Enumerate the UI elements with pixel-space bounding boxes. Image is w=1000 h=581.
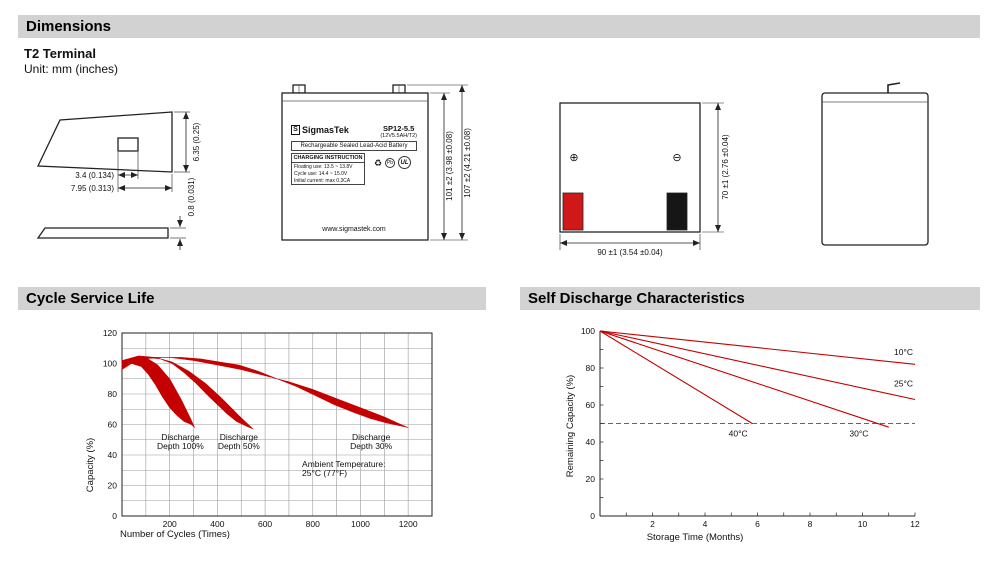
svg-text:6: 6: [755, 519, 760, 529]
terminal-hole: [117, 137, 139, 152]
unit-note: Unit: mm (inches): [24, 62, 119, 76]
svg-text:0: 0: [590, 511, 595, 521]
svg-text:80: 80: [586, 363, 596, 373]
svg-text:30°C: 30°C: [849, 428, 868, 438]
svg-text:40: 40: [108, 450, 118, 460]
svg-text:25°C: 25°C: [894, 379, 913, 389]
svg-text:1000: 1000: [351, 519, 370, 529]
negative-terminal-icon: ⊖: [672, 152, 681, 164]
svg-text:10: 10: [858, 519, 868, 529]
body-height-dim: 101 ±2 (3.98 ±0.08): [445, 131, 454, 201]
battery-type-line: Rechargeable Sealed Lead-Acid Battery: [291, 141, 417, 151]
section-header-self-discharge: Self Discharge Characteristics: [520, 287, 980, 310]
terminal-hole-width-dim: 3.4 (0.134): [75, 171, 114, 180]
svg-text:100: 100: [103, 359, 117, 369]
svg-text:20: 20: [586, 474, 596, 484]
svg-text:600: 600: [258, 519, 272, 529]
svg-text:Capacity (%): Capacity (%): [85, 438, 96, 492]
svg-text:0: 0: [112, 511, 117, 521]
battery-rear-view: ⊕ ⊖ 90 ±1 (3.54 ±0.04) 70 ±1 (2.76 ±0.04…: [559, 102, 730, 257]
brand-name: SigmasTek: [302, 125, 349, 135]
positive-terminal-red: [562, 192, 584, 231]
brand-logo: S SigmasTek: [291, 125, 349, 135]
battery-label: S SigmasTek SP12-5.5 (12V5.5AH/T2) Recha…: [288, 124, 420, 236]
svg-text:60: 60: [108, 420, 118, 430]
svg-text:40: 40: [586, 437, 596, 447]
svg-text:Remaining Capacity (%): Remaining Capacity (%): [565, 375, 576, 477]
section-title-dimensions: Dimensions: [26, 18, 112, 35]
svg-text:1200: 1200: [399, 519, 418, 529]
positive-terminal-icon: ⊕: [569, 152, 578, 164]
terminal-blade: [36, 227, 169, 239]
terminal-detail-drawing: 6.35 (0.25) 3.4 (0.134) 7.95 (0.313) 0.8…: [36, 111, 201, 250]
svg-text:12: 12: [910, 519, 920, 529]
svg-text:4: 4: [703, 519, 708, 529]
charging-line-3: Initial current: max 0.3CA: [294, 178, 351, 184]
logo-s-icon: S: [291, 125, 300, 135]
self-discharge-chart: 10°C 25°C 30°C 40°C 2 4 6 8 10 12 0 20 40 60 80 100 Stor…: [565, 326, 920, 543]
svg-text:800: 800: [306, 519, 320, 529]
terminal-width-dim: 7.95 (0.313): [71, 184, 114, 193]
pb-icon: Pb: [385, 157, 396, 168]
negative-terminal-black: [666, 192, 688, 231]
total-height-dim: 107 ±2 (4.21 ±0.08): [463, 128, 472, 198]
charging-instruction-box: CHARGING INSTRUCTION Floating use: 13.5 …: [291, 153, 365, 185]
charging-line-1: Floating use: 13.5 ~ 13.8V: [294, 164, 353, 170]
width-dim: 90 ±1 (3.54 ±0.04): [597, 248, 663, 257]
charging-title: CHARGING INSTRUCTION: [292, 155, 364, 163]
svg-text:Storage Time (Months): Storage Time (Months): [647, 532, 744, 543]
rear-height-dim: 70 ±1 (2.76 ±0.04): [721, 134, 730, 200]
terminal-type-heading: T2 Terminal: [24, 46, 97, 61]
side-terminal-pin: [887, 82, 901, 93]
charging-line-2: Cycle use: 14.4 ~ 15.0V: [294, 171, 348, 177]
svg-text:2: 2: [650, 519, 655, 529]
dimension-drawings: 6.35 (0.25) 3.4 (0.134) 7.95 (0.313) 0.8…: [36, 82, 929, 257]
recycle-icon: ♻: [373, 157, 383, 168]
website-text: www.sigmastek.com: [322, 226, 386, 233]
ul-mark-icon: UL: [398, 156, 412, 169]
svg-text:400: 400: [210, 519, 224, 529]
svg-text:40°C: 40°C: [729, 428, 748, 438]
svg-text:10°C: 10°C: [894, 347, 913, 357]
svg-text:200: 200: [163, 519, 177, 529]
side-body-outline: [821, 92, 929, 246]
model-number: SP12-5.5: [383, 124, 415, 133]
cycle-service-life-chart: 200 400 600 800 1000 1200 0 20 40 60 80 100 120 Disch…: [85, 328, 433, 540]
svg-text:100: 100: [581, 326, 595, 336]
svg-text:80: 80: [108, 389, 118, 399]
battery-rating: (12V5.5AH/T2): [380, 133, 417, 139]
section-title-cycle: Cycle Service Life: [26, 290, 155, 307]
svg-text:120: 120: [103, 328, 117, 338]
svg-text:Number of Cycles (Times): Number of Cycles (Times): [120, 529, 230, 540]
terminal-height-dim: 6.35 (0.25): [192, 122, 201, 161]
battery-side-view: [821, 82, 929, 246]
terminal-thickness-dim: 0.8 (0.031): [187, 177, 196, 216]
svg-text:8: 8: [808, 519, 813, 529]
svg-text:60: 60: [586, 400, 596, 410]
section-title-self-discharge: Self Discharge Characteristics: [528, 290, 745, 307]
section-header-cycle-service-life: Cycle Service Life: [18, 287, 486, 310]
section-header-dimensions: Dimensions: [18, 15, 980, 38]
svg-text:20: 20: [108, 481, 118, 491]
svg-text:Ambient Temperature:25°C (77°F: Ambient Temperature: 25°C (77°F): [302, 459, 385, 478]
